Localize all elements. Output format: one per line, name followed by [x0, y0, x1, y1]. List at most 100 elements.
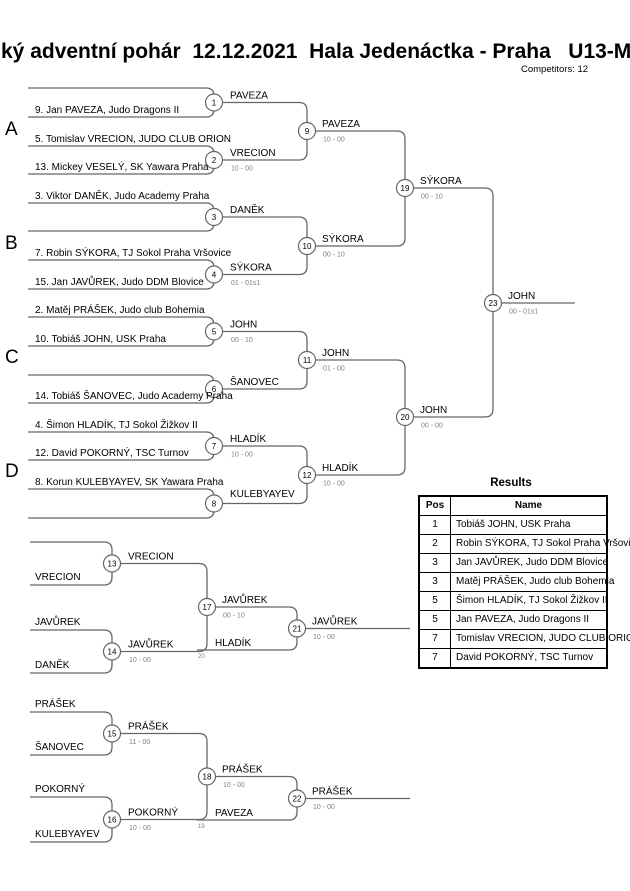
table-row: 7 David POKORNÝ, TSC Turnov	[420, 649, 606, 667]
match-number: 3	[212, 213, 217, 222]
bracket-line	[315, 426, 406, 476]
competitor-entry: 15. Jan JAVŮREK, Judo DDM Blovice	[35, 275, 204, 288]
match-23-winner: JOHN	[508, 291, 535, 302]
match-19-circle	[395, 178, 415, 198]
match-number: 18	[203, 773, 212, 782]
match-11-score: 01 - 00	[323, 366, 345, 373]
competitor-entry: 13. Mickey VESELÝ, SK Yawara Praha	[35, 160, 209, 173]
drop-in-source-match: 19	[198, 824, 205, 830]
competitor-entry: 9. Jan PAVEZA, Judo Dragons II	[35, 105, 179, 116]
bracket-line	[28, 145, 215, 158]
match-2-score: 10 - 00	[231, 166, 253, 173]
repechage-entry: KULEBYAYEV	[35, 829, 100, 840]
match-number: 15	[108, 730, 117, 739]
bracket-line	[215, 775, 298, 790]
match-1-circle	[204, 93, 224, 112]
result-pos: 5	[420, 611, 451, 629]
match-number: 9	[305, 127, 310, 136]
match-5-score: 00 - 10	[231, 337, 253, 344]
match-number: 21	[293, 625, 302, 634]
match-number: 4	[212, 271, 217, 280]
match-13-winner: VRECION	[128, 552, 174, 563]
match-number: 13	[108, 560, 117, 569]
match-21-score: 10 - 00	[313, 634, 335, 641]
bracket-line	[28, 219, 215, 232]
competitor-entry: 2. Matěj PRÁŠEK, Judo club Bohemia	[35, 303, 205, 316]
match-6-circle	[204, 379, 224, 399]
result-name: Robin SÝKORA, TJ Sokol Praha Vršovice	[456, 538, 630, 549]
match-7-score: 10 - 00	[231, 452, 253, 459]
match-17-winner: JAVŮREK	[222, 593, 268, 606]
bracket-line	[28, 506, 215, 519]
match-16-winner: POKORNÝ	[128, 806, 178, 819]
bracket-line	[30, 629, 113, 647]
match-22-winner: PRÁŠEK	[312, 785, 353, 798]
match-18-circle	[197, 767, 217, 786]
results-header-row: Pos Name	[420, 497, 606, 516]
bracket-line	[30, 568, 113, 586]
bracket-line	[28, 374, 215, 387]
bracket-line	[30, 825, 113, 843]
match-4-circle	[204, 265, 224, 284]
match-13-circle	[102, 554, 122, 573]
group-label-a: A	[5, 119, 18, 140]
bracket-line	[28, 87, 215, 100]
match-9-winner: PAVEZA	[322, 119, 360, 130]
competitors-count: Competitors: 12	[521, 64, 589, 75]
match-11-circle	[297, 350, 317, 370]
match-22-circle	[287, 789, 307, 808]
repechage-entry: JAVŮREK	[35, 615, 81, 628]
bracket-line	[28, 202, 215, 215]
match-2-circle	[204, 150, 224, 170]
repechage-entry: VRECION	[35, 572, 81, 583]
match-12-winner: HLADÍK	[322, 461, 358, 474]
bracket-line	[315, 130, 406, 180]
match-8-winner: KULEBYAYEV	[230, 489, 295, 500]
competitor-entry: 10. Tobiáš JOHN, USK Praha	[35, 334, 166, 345]
match-3-circle	[204, 207, 224, 227]
match-14-circle	[102, 642, 122, 661]
bracket-line	[197, 637, 298, 651]
repechage-entry: POKORNÝ	[35, 782, 85, 795]
bracket-line	[413, 187, 494, 295]
match-9-circle	[297, 121, 317, 141]
match-14-score: 10 - 00	[129, 657, 151, 664]
competitor-entry: 8. Korun KULEBYAYEV, SK Yawara Praha	[35, 477, 224, 488]
match-17-circle	[197, 597, 217, 617]
match-23-circle	[483, 293, 503, 313]
match-number: 16	[108, 816, 117, 825]
match-10-circle	[297, 236, 317, 256]
bracket-line	[120, 562, 208, 599]
result-name: Tomislav VRECION, JUDO CLUB ORION	[456, 633, 630, 644]
result-pos: 5	[420, 592, 451, 610]
match-20-score: 00 - 00	[421, 423, 443, 430]
match-17-score: 00 - 10	[223, 613, 245, 620]
bracket-line	[222, 216, 308, 238]
bracket-line	[30, 711, 113, 729]
bracket-line	[120, 732, 208, 768]
bracket-line	[197, 807, 298, 821]
match-23-score: 00 - 01s1	[509, 309, 538, 316]
match-18-score: 10 - 00	[223, 782, 245, 789]
result-pos: 3	[420, 573, 451, 591]
match-number: 10	[303, 242, 312, 251]
match-number: 2	[212, 156, 217, 165]
table-row: 1 Tobiáš JOHN, USK Praha	[420, 516, 606, 535]
match-number: 20	[401, 413, 410, 422]
bracket-line	[222, 254, 308, 276]
competitor-entry: 7. Robin SÝKORA, TJ Sokol Praha Vršovice	[35, 246, 232, 259]
repechage-entry: ŠANOVEC	[35, 740, 84, 753]
match-15-winner: PRÁŠEK	[128, 720, 169, 733]
match-10-winner: SÝKORA	[322, 232, 364, 245]
repechage-entry: PRÁŠEK	[35, 697, 76, 710]
match-18-winner: PRÁŠEK	[222, 763, 263, 776]
match-12-score: 10 - 00	[323, 481, 345, 488]
bracket-line	[28, 316, 215, 329]
match-4-score: 01 - 01s1	[231, 280, 260, 287]
bracket-line	[413, 311, 494, 418]
bracket-line	[30, 656, 113, 674]
results-header-pos: Pos	[420, 497, 451, 515]
match-22-score: 10 - 00	[313, 804, 335, 811]
